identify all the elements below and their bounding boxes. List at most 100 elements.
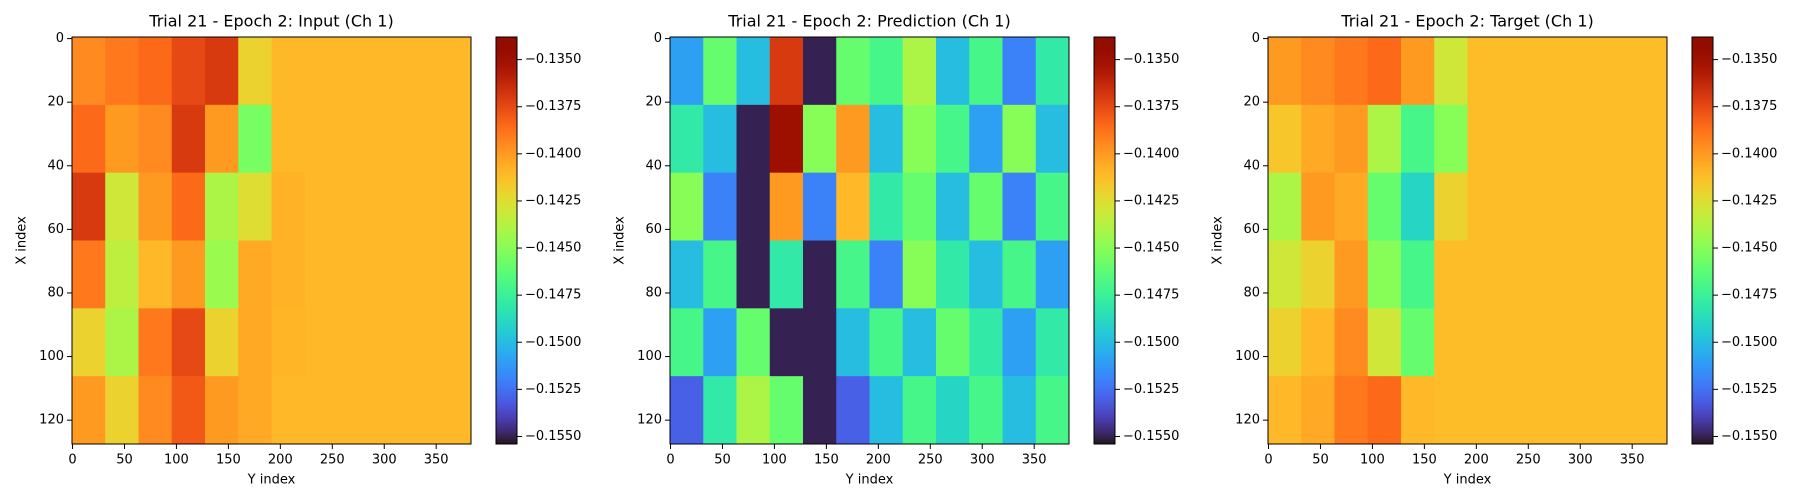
heatmap-cell bbox=[105, 172, 139, 241]
heatmap-cell bbox=[803, 172, 837, 241]
x-axis-label: Y index bbox=[247, 473, 296, 488]
heatmap-cell bbox=[371, 172, 405, 241]
heatmap-cell bbox=[1268, 376, 1302, 445]
heatmap-cell bbox=[1301, 172, 1335, 241]
heatmap-cell bbox=[703, 376, 737, 445]
x-tick-label: 300 bbox=[1568, 453, 1593, 468]
axes-frame bbox=[669, 36, 1070, 445]
y-tick-label: 0 bbox=[56, 31, 64, 46]
heatmap-cell bbox=[1035, 104, 1070, 174]
heatmap-cell bbox=[437, 376, 472, 445]
heatmap-cell bbox=[1002, 104, 1037, 174]
heatmap-cell bbox=[902, 172, 937, 241]
heatmap-cell bbox=[1301, 376, 1335, 445]
y-tick-label: 20 bbox=[645, 95, 662, 110]
heatmap-cell bbox=[1500, 240, 1535, 309]
heatmap-cell bbox=[72, 37, 106, 106]
colorbar-tick-label: −0.1350 bbox=[525, 52, 581, 67]
heatmap-cell bbox=[1633, 37, 1668, 106]
colorbar-tick-label: −0.1425 bbox=[525, 193, 581, 208]
colorbar-tick-label: −0.1425 bbox=[1721, 193, 1777, 208]
x-tick-label: 100 bbox=[762, 453, 787, 468]
colorbar-tick-label: −0.1400 bbox=[525, 146, 581, 161]
y-tick-label: 20 bbox=[1243, 95, 1260, 110]
colorbar-tick-label: −0.1525 bbox=[1721, 382, 1777, 397]
heatmap-cell bbox=[1567, 240, 1601, 309]
colorbar-tick-label: −0.1525 bbox=[1123, 382, 1179, 397]
heatmap-cell bbox=[1434, 37, 1468, 106]
heatmap-cell bbox=[1467, 104, 1502, 174]
heatmap-cell bbox=[338, 376, 372, 445]
x-tick-label: 200 bbox=[268, 453, 293, 468]
heatmap-cell bbox=[1600, 240, 1635, 309]
axes-frame bbox=[71, 36, 472, 445]
heatmap-cell bbox=[1002, 172, 1037, 241]
y-tick-label: 40 bbox=[645, 158, 662, 173]
heatmap-cell bbox=[1434, 172, 1468, 241]
heatmap-cell bbox=[1367, 172, 1402, 241]
heatmap-cell bbox=[1633, 240, 1668, 309]
heatmap-cell bbox=[670, 376, 704, 445]
heatmap-cell bbox=[969, 240, 1003, 309]
heatmap-cell bbox=[703, 240, 737, 309]
y-tick-label: 0 bbox=[654, 31, 662, 46]
heatmap-cell bbox=[1600, 376, 1635, 445]
heatmap-cell bbox=[936, 308, 970, 377]
heatmap-cell bbox=[902, 37, 937, 106]
heatmap-cell bbox=[205, 308, 239, 377]
colorbar bbox=[1691, 36, 1714, 445]
y-tick-label: 100 bbox=[1235, 349, 1260, 364]
heatmap-cell bbox=[902, 104, 937, 174]
y-tick-label: 120 bbox=[39, 413, 64, 428]
heatmap-cell bbox=[736, 376, 771, 445]
x-tick-label: 0 bbox=[68, 453, 76, 468]
colorbar-tick-label: −0.1550 bbox=[1123, 429, 1179, 444]
heatmap-cell bbox=[1367, 37, 1402, 106]
x-axis-label: Y index bbox=[1443, 473, 1492, 488]
colorbar-tick-label: −0.1350 bbox=[1123, 52, 1179, 67]
heatmap-cell bbox=[1401, 37, 1435, 106]
heatmap-cell bbox=[238, 240, 272, 309]
heatmap-cell bbox=[271, 172, 306, 241]
heatmap-cell bbox=[404, 240, 439, 309]
heatmap-cell bbox=[836, 240, 870, 309]
heatmap-cell bbox=[171, 37, 206, 106]
heatmap-cell bbox=[304, 172, 339, 241]
heatmap-cell bbox=[1002, 37, 1037, 106]
heatmap-cell bbox=[1633, 376, 1668, 445]
heatmap-cell bbox=[969, 376, 1003, 445]
heatmap-cell bbox=[1534, 308, 1568, 377]
x-tick-label: 250 bbox=[320, 453, 345, 468]
heatmap-cell bbox=[437, 104, 472, 174]
heatmap-cell bbox=[171, 308, 206, 377]
heatmap-cell bbox=[1035, 240, 1070, 309]
colorbar-tick-label: −0.1425 bbox=[1123, 193, 1179, 208]
heatmap-cell bbox=[703, 37, 737, 106]
heatmap-cell bbox=[371, 240, 405, 309]
heatmap-cell bbox=[238, 308, 272, 377]
heatmap-cell bbox=[736, 240, 771, 309]
heatmap-cell bbox=[969, 308, 1003, 377]
heatmap-cell bbox=[1334, 308, 1369, 377]
heatmap-cell bbox=[1301, 308, 1335, 377]
heatmap-cell bbox=[1534, 376, 1568, 445]
colorbar bbox=[1093, 36, 1116, 445]
heatmap-cell bbox=[72, 308, 106, 377]
heatmap-cell bbox=[1534, 240, 1568, 309]
heatmap-cell bbox=[138, 104, 173, 174]
chart-title: Trial 21 - Epoch 2: Target (Ch 1) bbox=[1340, 12, 1593, 31]
x-tick-label: 50 bbox=[714, 453, 731, 468]
heatmap-cell bbox=[1268, 308, 1302, 377]
x-tick-label: 250 bbox=[1516, 453, 1541, 468]
heatmap-cell bbox=[769, 104, 804, 174]
heatmap-cell bbox=[769, 172, 804, 241]
colorbar-tick-label: −0.1400 bbox=[1123, 146, 1179, 161]
heatmap-cell bbox=[271, 37, 306, 106]
heatmap-cell bbox=[371, 37, 405, 106]
y-tick-label: 60 bbox=[47, 222, 64, 237]
heatmap-cell bbox=[969, 172, 1003, 241]
heatmap-cell bbox=[1534, 172, 1568, 241]
y-tick-label: 100 bbox=[637, 349, 662, 364]
heatmap-cell bbox=[404, 376, 439, 445]
chart-title: Trial 21 - Epoch 2: Prediction (Ch 1) bbox=[727, 12, 1010, 31]
